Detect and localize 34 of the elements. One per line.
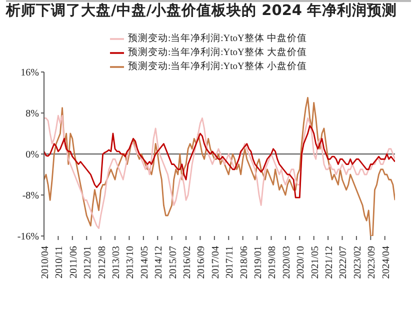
x-tick-label: 2020/03: [281, 246, 292, 279]
x-tick-label: 2019/01: [253, 246, 264, 279]
y-tick-label: -16%: [17, 232, 39, 243]
x-tick-label: 2012/01: [82, 246, 94, 279]
legend-label: 预测变动:当年净利润:YtoY整体 大盘价值: [128, 48, 307, 58]
x-tick-label: 2021/05: [310, 246, 321, 279]
x-tick-label: 2014/05: [139, 246, 150, 279]
x-tick-label: 2023/02: [352, 246, 364, 279]
x-tick-label: 2019/08: [267, 246, 278, 279]
x-tick-label: 2018/06: [238, 246, 250, 279]
x-tick-label: 2023/09: [366, 246, 378, 279]
x-tick-label: 2016/02: [182, 246, 194, 279]
x-tick-label: 2013/03: [111, 246, 122, 279]
y-tick-label: -8%: [22, 190, 39, 202]
legend-label: 预测变动:当年净利润:YtoY整体 中盘价值: [128, 34, 307, 44]
chart-title: 析师下调了大盘/中盘/小盘价值板块的 2024 年净利润预测: [4, 2, 398, 20]
x-tick-label: 2021/12: [324, 246, 336, 279]
legend-label: 预测变动:当年净利润:YtoY整体 小盘价值: [128, 62, 307, 72]
x-tick-label: 2012/08: [96, 246, 108, 279]
y-tick-label: 0%: [26, 150, 39, 161]
x-tick-label: 2013/10: [125, 246, 136, 279]
x-tick-label: 2016/09: [196, 246, 208, 279]
x-tick-label: 2010/04: [40, 246, 51, 279]
x-tick-label: 2024/04: [380, 246, 392, 279]
x-tick-label: 2022/07: [338, 246, 350, 279]
x-tick-label: 2010/11: [54, 246, 66, 278]
x-tick-label: 2017/11: [224, 246, 236, 278]
y-tick-label: 8%: [26, 108, 39, 120]
x-tick-label: 2011/06: [68, 246, 80, 278]
y-tick-label: 16%: [20, 68, 39, 79]
x-tick-label: 2014/12: [154, 246, 165, 279]
x-tick-label: 2017/04: [210, 246, 222, 279]
x-tick-label: 2020/10: [296, 246, 307, 279]
x-tick-label: 2015/07: [168, 246, 179, 279]
